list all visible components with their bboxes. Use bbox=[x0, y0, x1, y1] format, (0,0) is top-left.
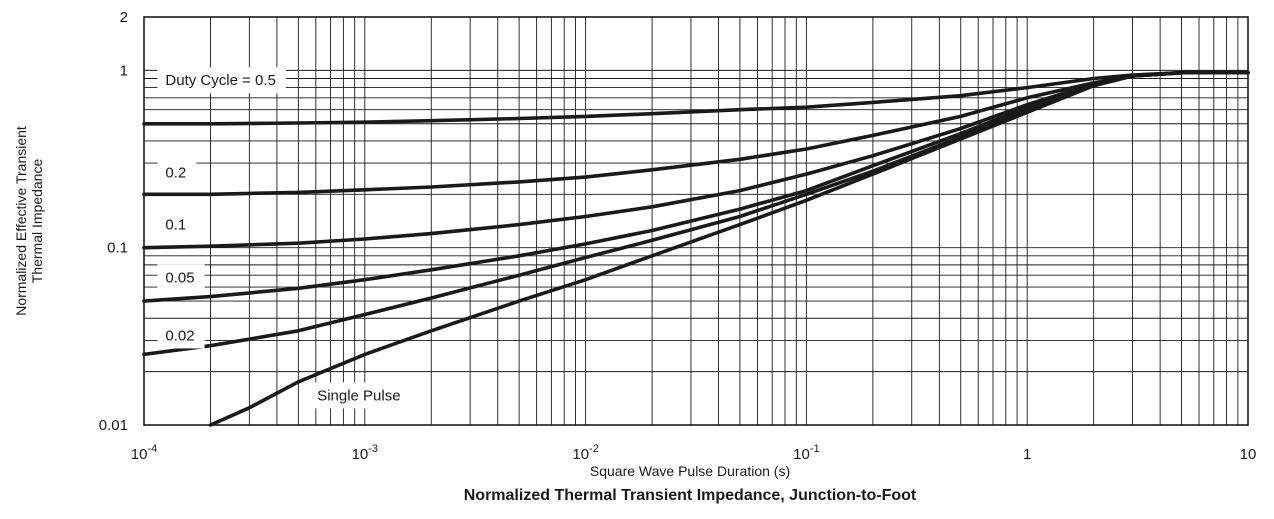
y-tick-label: 1 bbox=[120, 62, 128, 79]
x-tick-label: 10-4 bbox=[131, 443, 157, 463]
series-curve-single-pulse bbox=[208, 70, 1250, 427]
curve-layer bbox=[142, 70, 1250, 427]
series-label-background bbox=[157, 264, 205, 291]
series-label-text: Duty Cycle = 0.5 bbox=[165, 72, 275, 89]
series-labels: Duty Cycle = 0.5 0.2 0.1 0.05 0.02 Single Pul… bbox=[157, 67, 411, 409]
x-tick-exponent: -3 bbox=[368, 443, 378, 455]
series-label-text: 0.05 bbox=[165, 269, 194, 286]
series-label-0-2: 0.2 bbox=[157, 159, 197, 186]
x-axis-label: Square Wave Pulse Duration (s) bbox=[590, 463, 790, 479]
x-tick-label: 10-3 bbox=[352, 443, 378, 463]
x-tick-label: 10 bbox=[1240, 446, 1257, 463]
series-label-duty-cycle-0-5: Duty Cycle = 0.5 bbox=[157, 67, 286, 94]
x-tick-label: 1 bbox=[1023, 446, 1031, 463]
series-curve-0-02 bbox=[142, 70, 1250, 357]
plot-frame bbox=[143, 16, 1249, 426]
chart-title: Normalized Thermal Transient Impedance, … bbox=[464, 487, 917, 504]
y-axis-label-line-2: Thermal Impedance bbox=[29, 159, 45, 284]
series-label-0-1: 0.1 bbox=[157, 211, 197, 238]
y-tick-label: 0.1 bbox=[107, 240, 128, 257]
series-label-text: 0.1 bbox=[165, 217, 186, 234]
series-label-background bbox=[157, 159, 197, 186]
y-axis-label: Normalized Effective Transient Thermal I… bbox=[13, 126, 45, 316]
series-label-single-pulse: Single Pulse bbox=[309, 382, 411, 409]
series-label-background bbox=[157, 322, 205, 349]
x-tick-label: 10-1 bbox=[793, 443, 819, 463]
x-tick-exponent: -2 bbox=[589, 443, 599, 455]
series-label-0-05: 0.05 bbox=[157, 264, 205, 291]
series-curve-0-05 bbox=[142, 70, 1250, 303]
x-tick-exponent: -1 bbox=[810, 443, 820, 455]
series-label-0-02: 0.02 bbox=[157, 322, 205, 349]
series-label-text: Single Pulse bbox=[317, 387, 400, 404]
x-tick-label: 10-2 bbox=[572, 443, 598, 463]
series-label-background bbox=[157, 67, 286, 94]
y-tick-label: 2 bbox=[120, 9, 128, 26]
series-curve-duty-cycle-0-5 bbox=[142, 70, 1250, 126]
x-tick-exponent: -4 bbox=[147, 443, 157, 455]
y-tick-label: 0.01 bbox=[99, 417, 128, 434]
series-label-text: 0.2 bbox=[165, 165, 186, 182]
grid-lines bbox=[144, 17, 1248, 425]
series-label-background bbox=[309, 382, 411, 409]
series-label-background bbox=[157, 211, 197, 238]
series-label-text: 0.02 bbox=[165, 327, 194, 344]
y-axis-label-line-1: Normalized Effective Transient bbox=[13, 126, 29, 316]
